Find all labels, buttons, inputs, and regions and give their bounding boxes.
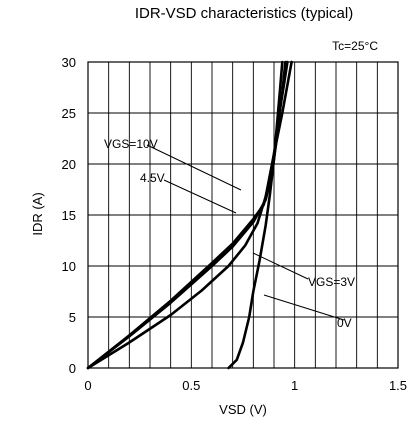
y-tick-label: 0 xyxy=(69,361,76,376)
leader-4-5v xyxy=(163,179,237,214)
y-tick-label: 25 xyxy=(62,106,76,121)
label-vgs10v: VGS=10V xyxy=(104,137,158,151)
y-axis-label: IDR (A) xyxy=(30,192,45,235)
y-tick-label: 30 xyxy=(62,55,76,70)
y-tick-label: 15 xyxy=(62,208,76,223)
grid xyxy=(88,62,398,368)
series-labels: VGS=10V 4.5V VGS=3V 0V xyxy=(104,137,355,330)
y-tick-label: 10 xyxy=(62,259,76,274)
x-tick-label: 1 xyxy=(291,378,298,393)
y-tick-label: 20 xyxy=(62,157,76,172)
plot-frame xyxy=(87,61,399,369)
condition-note: Tc=25°C xyxy=(332,39,378,53)
curves xyxy=(86,60,293,370)
x-axis-label: VSD (V) xyxy=(219,402,267,417)
series-line-1 xyxy=(86,60,289,370)
chart-title: IDR-VSD characteristics (typical) xyxy=(135,5,353,22)
leader-vgs3v xyxy=(252,252,309,280)
x-tick-label: 0.5 xyxy=(182,378,200,393)
leader-0v xyxy=(263,294,345,321)
x-tick-label: 0 xyxy=(84,378,91,393)
x-tick-label: 1.5 xyxy=(389,378,407,393)
tick-labels: 0 0.5 1 1.5 0 5 10 15 20 25 30 xyxy=(62,55,408,393)
y-tick-label: 5 xyxy=(69,310,76,325)
label-vgs3v: VGS=3V xyxy=(308,275,355,289)
label-0v: 0V xyxy=(337,316,352,330)
series-line-3 xyxy=(227,60,284,370)
label-4-5v: 4.5V xyxy=(140,171,165,185)
leader-vgs10v xyxy=(146,144,242,191)
